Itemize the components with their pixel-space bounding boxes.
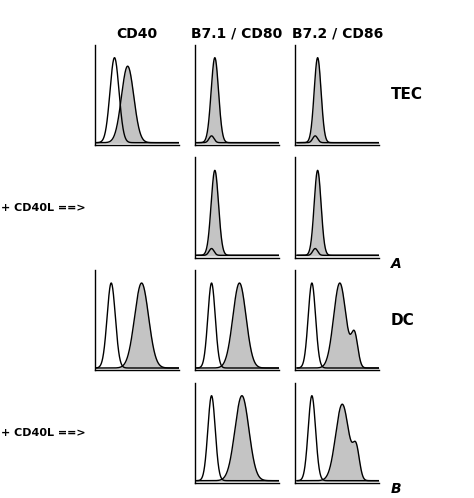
Text: + CD40L ==>: + CD40L ==> <box>0 428 85 438</box>
Text: B7.1 / CD80: B7.1 / CD80 <box>191 27 283 41</box>
Text: + CD40L ==>: + CD40L ==> <box>0 203 85 213</box>
Text: TEC: TEC <box>391 88 423 103</box>
Text: B7.2 / CD86: B7.2 / CD86 <box>292 27 383 41</box>
Text: A: A <box>391 257 402 271</box>
Text: CD40: CD40 <box>116 27 157 41</box>
Text: B: B <box>391 482 401 497</box>
Text: DC: DC <box>391 313 415 328</box>
